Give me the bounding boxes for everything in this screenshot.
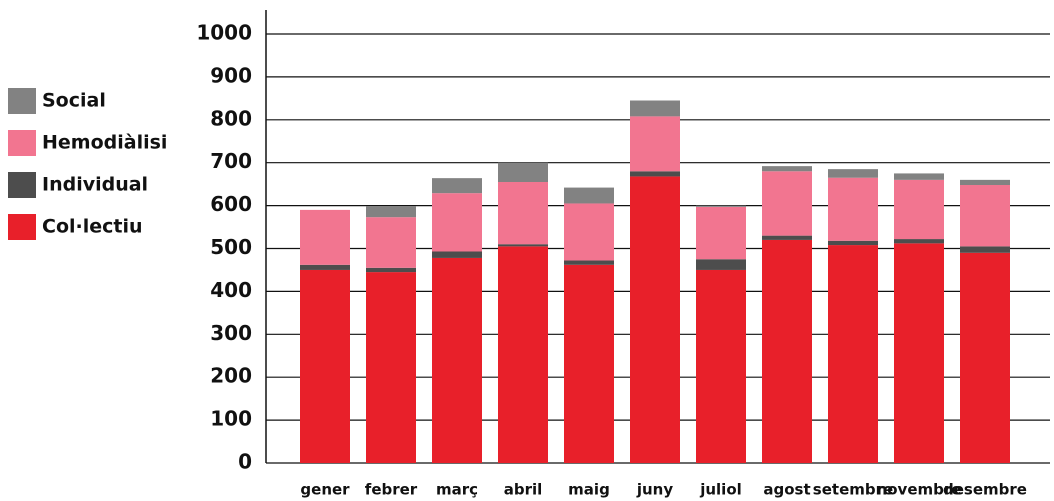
bar-segment	[630, 171, 680, 177]
bar-segment	[696, 259, 746, 270]
legend-swatch	[8, 214, 36, 240]
bar-segment	[762, 235, 812, 240]
bar-segment	[894, 239, 944, 244]
y-tick-label: 800	[210, 106, 252, 130]
bar-segment	[300, 269, 350, 463]
y-tick-label: 100	[210, 407, 252, 431]
bar-segment	[828, 177, 878, 241]
y-tick-label: 200	[210, 364, 252, 388]
x-tick-label: agost	[763, 481, 810, 499]
bar-segment	[498, 246, 548, 463]
bar-segment	[366, 217, 416, 268]
x-tick-label: gener	[300, 481, 350, 499]
bar-segment	[630, 116, 680, 172]
bar-segment	[432, 178, 482, 194]
x-tick-label: març	[436, 481, 478, 499]
bar-segment	[564, 187, 614, 204]
x-tick-label: desembre	[943, 481, 1027, 499]
bar-segment	[762, 239, 812, 463]
bar-segment	[366, 206, 416, 218]
y-tick-label: 600	[210, 192, 252, 216]
y-tick-label: 700	[210, 149, 252, 173]
bar-segment	[300, 264, 350, 270]
bar-segment	[894, 173, 944, 180]
bar-segment	[630, 100, 680, 117]
bar-segment	[696, 206, 746, 260]
bar-segment	[960, 252, 1010, 463]
bar-segment	[960, 179, 1010, 186]
bar-segment	[696, 205, 746, 207]
bar-segment	[828, 245, 878, 463]
y-tick-label: 900	[210, 63, 252, 87]
x-tick-label: juliol	[699, 481, 742, 499]
bar-segment	[366, 272, 416, 463]
legend-label: Individual	[42, 174, 148, 196]
bar-segment	[630, 176, 680, 464]
x-tick-label: maig	[568, 481, 610, 499]
bar-segment	[366, 267, 416, 273]
bar-segment	[564, 264, 614, 463]
legend-label: Hemodiàlisi	[42, 132, 167, 154]
y-tick-label: 1000	[196, 21, 252, 45]
legend-label: Social	[42, 90, 106, 112]
bar-segment	[762, 166, 812, 172]
x-tick-label: juny	[636, 481, 673, 499]
bar-segment	[432, 251, 482, 258]
y-tick-label: 500	[210, 235, 252, 259]
y-tick-label: 300	[210, 321, 252, 345]
bar-segment	[564, 203, 614, 261]
bar-segment	[828, 240, 878, 246]
bar-segment	[498, 244, 548, 247]
bar-segment	[762, 171, 812, 236]
x-tick-label: abril	[504, 481, 543, 499]
x-tick-label: novembre	[877, 481, 962, 499]
bar-segment	[432, 257, 482, 463]
bar-segment	[696, 269, 746, 463]
bar-segment	[300, 209, 350, 265]
x-tick-label: febrer	[365, 481, 418, 499]
bar-segment	[498, 162, 548, 183]
bar-segment	[432, 193, 482, 252]
bar-segment	[960, 246, 1010, 253]
bar-segment	[828, 169, 878, 178]
bar-segment	[564, 260, 614, 265]
legend-swatch	[8, 172, 36, 198]
bar-segment	[960, 185, 1010, 247]
legend-swatch	[8, 88, 36, 114]
y-tick-label: 400	[210, 278, 252, 302]
x-tick-label: setembre	[813, 481, 893, 499]
bar-segment	[498, 182, 548, 245]
bar-segment	[894, 179, 944, 240]
bar-segment	[894, 243, 944, 463]
legend-swatch	[8, 130, 36, 156]
y-tick-label: 0	[238, 450, 252, 474]
legend-label: Col·lectiu	[42, 216, 143, 238]
